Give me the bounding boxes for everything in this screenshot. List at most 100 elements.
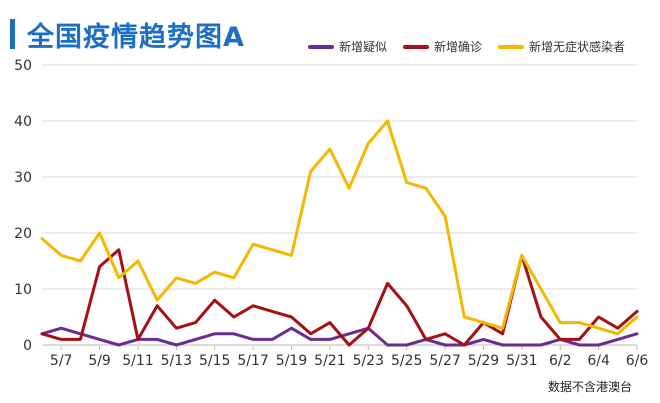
data-point-2 bbox=[424, 187, 428, 190]
data-point-2 bbox=[616, 332, 620, 335]
data-point-2 bbox=[463, 315, 466, 319]
legend-swatch-asymptomatic bbox=[498, 44, 525, 49]
data-point-2 bbox=[328, 147, 332, 151]
chart-title: 全国疫情趋势图A bbox=[27, 21, 245, 53]
data-point-0 bbox=[251, 338, 255, 341]
x-tick-label: 5/25 bbox=[391, 353, 422, 369]
legend-swatch-confirmed bbox=[403, 44, 430, 49]
data-point-2 bbox=[136, 259, 140, 263]
data-point-0 bbox=[578, 343, 581, 347]
data-point-0 bbox=[597, 343, 600, 347]
series-line-0 bbox=[40, 326, 639, 347]
data-point-1 bbox=[98, 265, 101, 268]
data-point-1 bbox=[347, 343, 351, 347]
data-point-1 bbox=[136, 338, 140, 341]
data-point-0 bbox=[386, 343, 389, 347]
data-point-0 bbox=[443, 343, 447, 347]
data-point-1 bbox=[328, 321, 332, 324]
data-point-2 bbox=[520, 254, 524, 257]
y-tick-label: 10 bbox=[14, 282, 32, 298]
x-tick-label: 5/19 bbox=[276, 353, 307, 369]
legend-label-suspected: 新增疑似 bbox=[339, 40, 388, 54]
data-point-1 bbox=[386, 282, 389, 285]
data-point-2 bbox=[347, 187, 351, 190]
data-point-2 bbox=[175, 276, 178, 279]
data-point-0 bbox=[539, 343, 543, 347]
data-point-1 bbox=[40, 332, 44, 335]
data-point-1 bbox=[597, 315, 600, 319]
data-point-0 bbox=[520, 343, 524, 347]
data-point-2 bbox=[271, 248, 274, 251]
legend-item-confirmed: 新增确诊 bbox=[403, 38, 482, 55]
x-tick-label: 5/9 bbox=[88, 353, 111, 369]
x-tick-label: 5/31 bbox=[506, 353, 537, 369]
data-point-2 bbox=[443, 215, 447, 218]
x-tick-label: 5/13 bbox=[161, 353, 192, 369]
data-point-1 bbox=[175, 327, 178, 330]
x-tick-label: 5/11 bbox=[122, 353, 153, 369]
data-point-1 bbox=[194, 321, 197, 324]
source-note: 数据不含港澳台 bbox=[547, 380, 632, 394]
legend-label-confirmed: 新增确诊 bbox=[434, 40, 483, 54]
data-point-2 bbox=[117, 276, 120, 279]
data-point-0 bbox=[309, 338, 312, 341]
data-point-1 bbox=[155, 304, 159, 307]
data-point-1 bbox=[117, 248, 120, 251]
data-point-2 bbox=[79, 259, 82, 263]
y-tick-label: 30 bbox=[14, 170, 32, 186]
data-point-1 bbox=[59, 338, 63, 341]
data-point-2 bbox=[635, 315, 639, 319]
data-point-2 bbox=[40, 237, 44, 240]
data-point-1 bbox=[578, 338, 581, 341]
legend: 新增疑似 新增确诊 新增无症状感染者 bbox=[308, 38, 641, 55]
data-point-0 bbox=[347, 332, 351, 335]
series-line-1 bbox=[40, 248, 639, 347]
legend-item-asymptomatic: 新增无症状感染者 bbox=[498, 38, 625, 55]
data-point-1 bbox=[424, 338, 428, 341]
data-point-0 bbox=[405, 343, 408, 347]
data-point-0 bbox=[194, 338, 197, 341]
data-point-0 bbox=[232, 332, 236, 335]
data-point-0 bbox=[635, 332, 639, 335]
data-point-2 bbox=[539, 287, 543, 291]
x-tick-label: 5/21 bbox=[314, 353, 345, 369]
x-tick-label: 5/15 bbox=[199, 353, 230, 369]
data-point-2 bbox=[194, 282, 197, 285]
title-accent-bar bbox=[10, 19, 15, 49]
data-point-1 bbox=[501, 332, 504, 335]
data-point-2 bbox=[559, 321, 562, 324]
data-point-1 bbox=[290, 315, 293, 319]
data-point-1 bbox=[635, 310, 639, 313]
x-tick-label: 6/6 bbox=[626, 353, 649, 369]
legend-item-suspected: 新增疑似 bbox=[308, 38, 387, 55]
data-point-0 bbox=[482, 338, 485, 341]
data-point-0 bbox=[213, 332, 216, 335]
data-point-1 bbox=[539, 315, 543, 319]
x-tick-label: 5/7 bbox=[50, 353, 73, 369]
chart-title-area: 全国疫情趋势图A bbox=[10, 14, 245, 54]
data-point-1 bbox=[367, 327, 370, 330]
data-point-0 bbox=[290, 327, 293, 330]
data-point-0 bbox=[175, 343, 178, 347]
x-tick-label: 5/27 bbox=[429, 353, 460, 369]
x-tick-label: 5/17 bbox=[237, 353, 268, 369]
data-point-1 bbox=[309, 332, 312, 335]
data-point-1 bbox=[405, 304, 408, 307]
data-point-0 bbox=[616, 338, 620, 341]
data-point-0 bbox=[59, 327, 63, 330]
legend-swatch-suspected bbox=[308, 44, 334, 49]
x-tick-label: 5/29 bbox=[468, 353, 499, 369]
data-point-1 bbox=[559, 338, 562, 341]
legend-label-asymptomatic: 新增无症状感染者 bbox=[529, 40, 626, 54]
data-point-2 bbox=[290, 254, 293, 257]
data-point-0 bbox=[271, 338, 274, 341]
data-point-1 bbox=[616, 327, 620, 330]
data-point-2 bbox=[597, 327, 600, 330]
data-point-2 bbox=[367, 142, 370, 145]
data-point-0 bbox=[501, 343, 504, 347]
data-point-1 bbox=[232, 315, 236, 319]
data-point-2 bbox=[98, 231, 101, 235]
y-tick-label: 40 bbox=[14, 114, 32, 130]
data-point-2 bbox=[213, 271, 216, 274]
